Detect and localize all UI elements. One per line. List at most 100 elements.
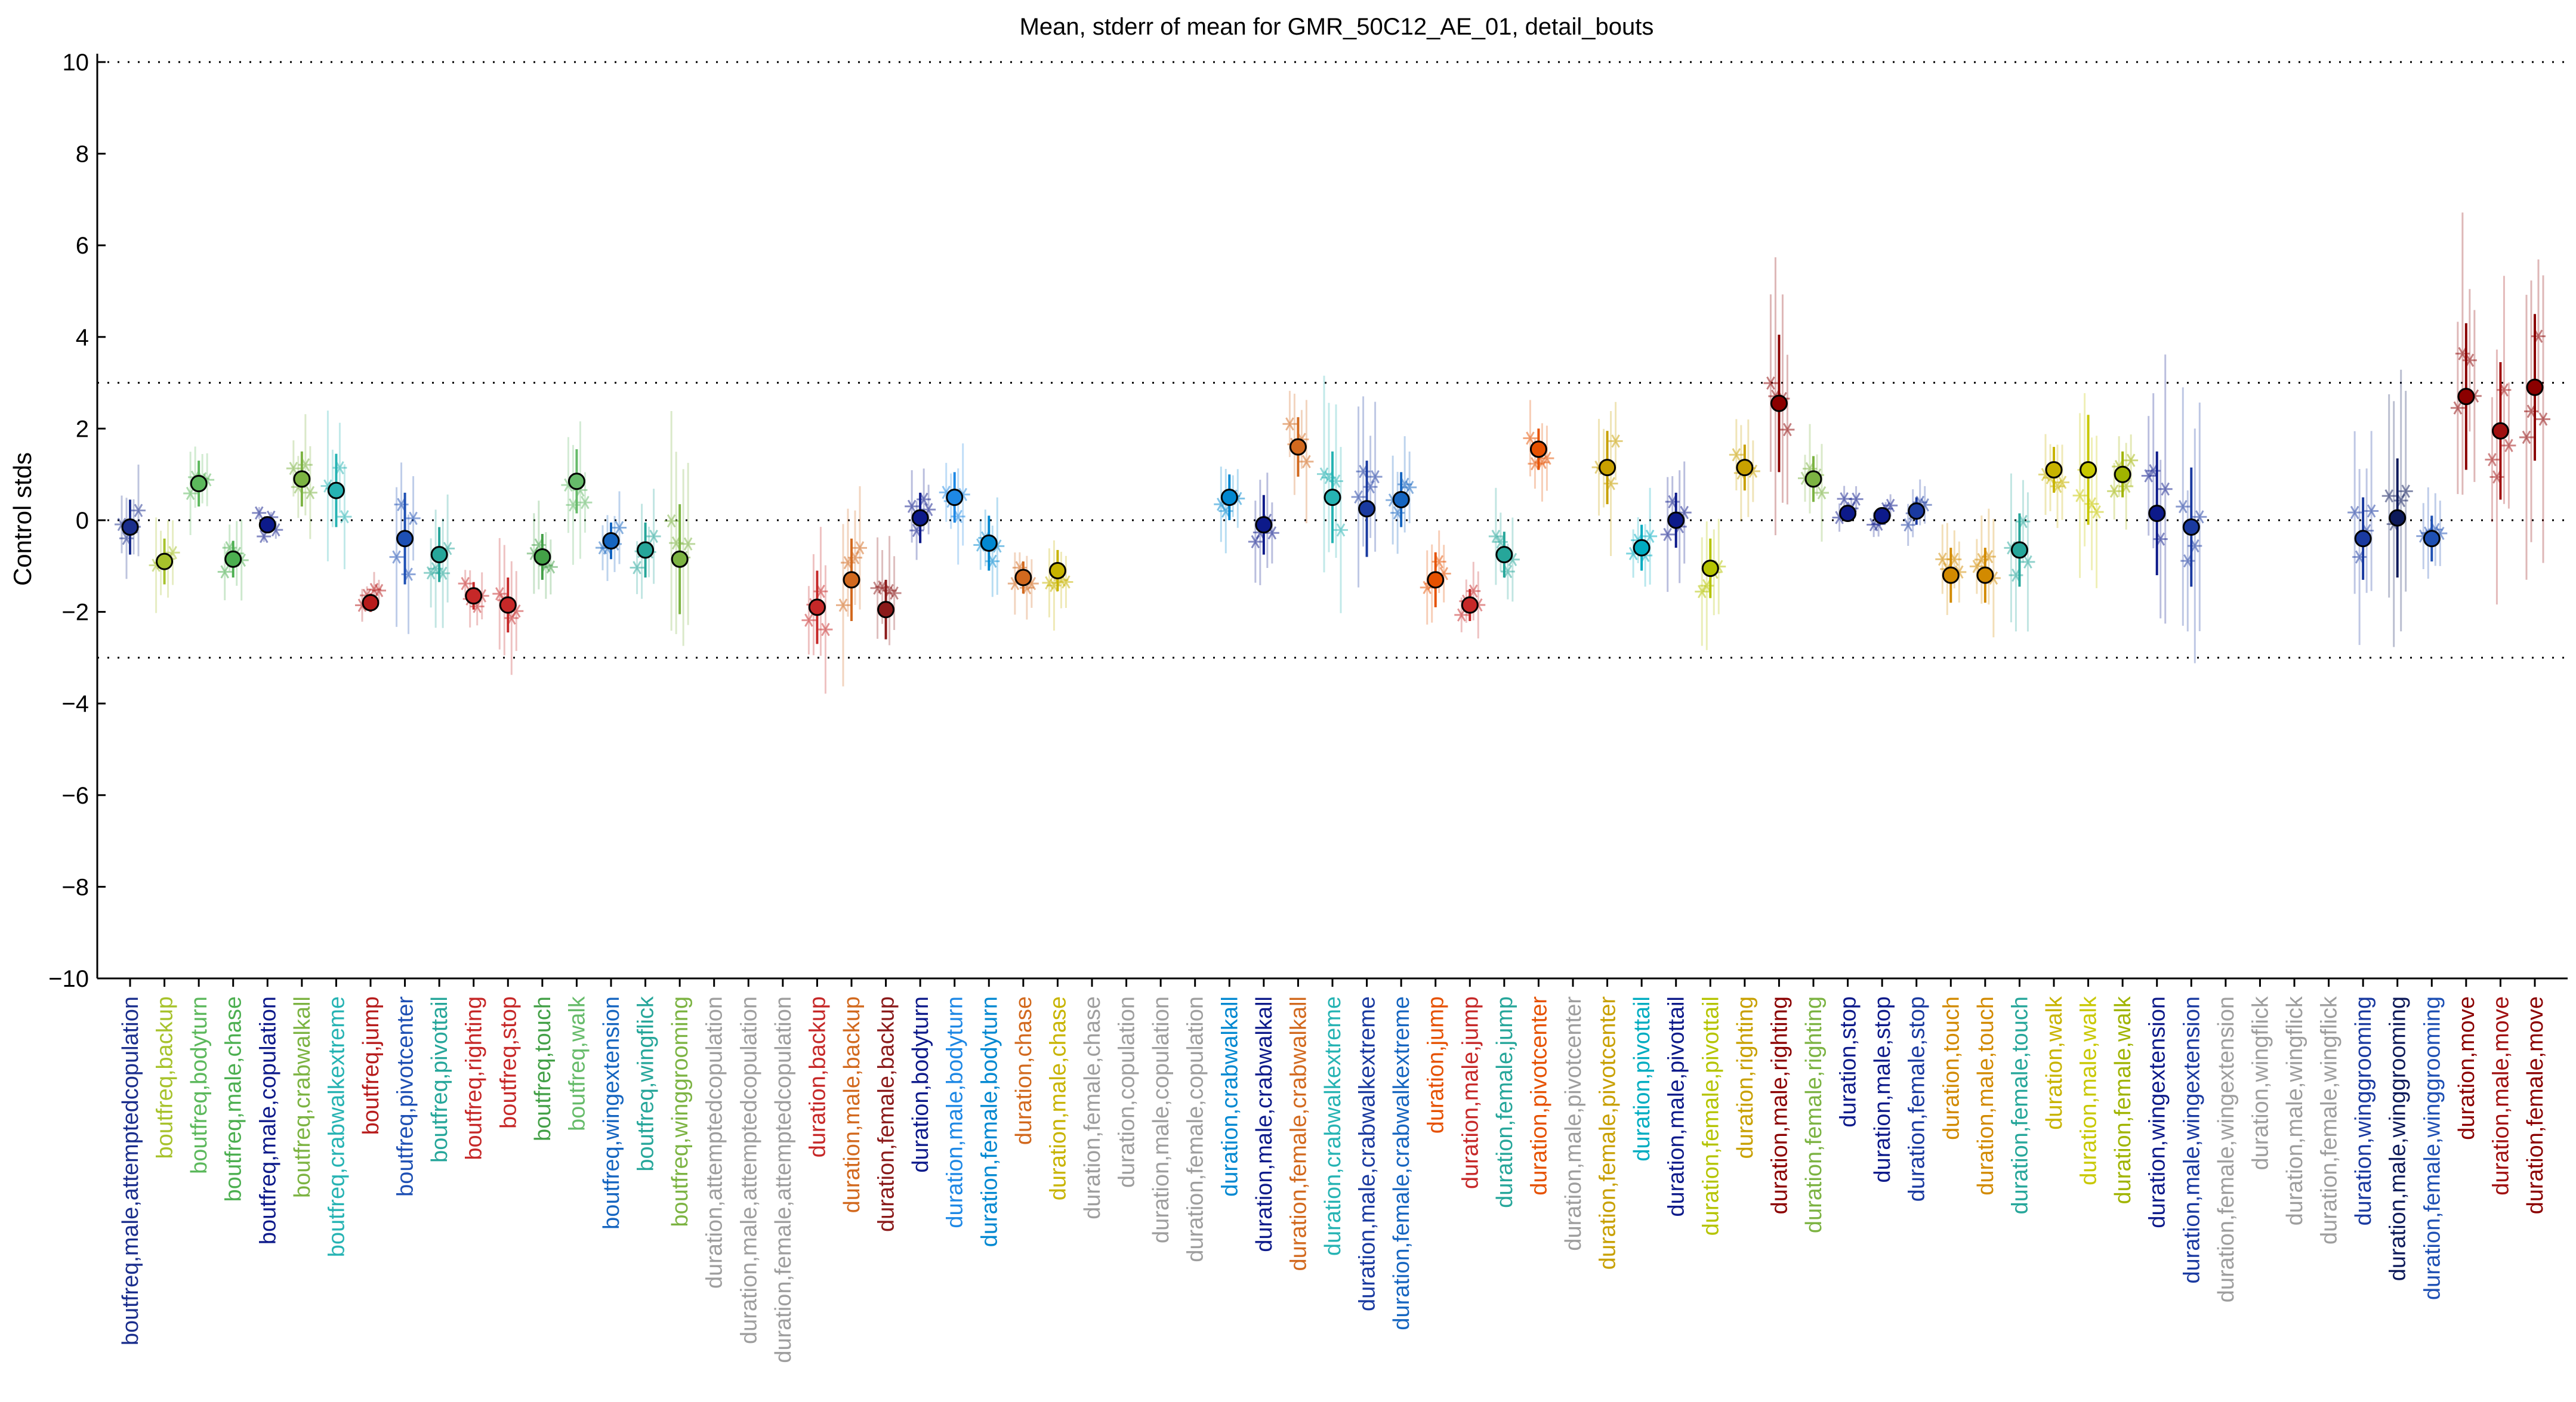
- mean-point-57: [2080, 461, 2097, 479]
- x-tick-label-16: boutfreq,winggrooming: [668, 996, 693, 1227]
- y-tick-label-6: 2: [76, 416, 89, 442]
- point-group-2: [183, 446, 215, 535]
- mean-point-46: [1701, 560, 1719, 578]
- line-mean-10-0: [458, 576, 473, 591]
- mean-point-35: [1324, 489, 1341, 507]
- line-mean-16-3: [681, 537, 696, 551]
- x-tick-label-49: duration,female,righting: [1801, 996, 1827, 1233]
- y-tick-label-5: 0: [76, 508, 89, 534]
- mean-point-2: [190, 475, 208, 493]
- y-tick-label-1: −8: [61, 874, 89, 900]
- mean-point-9: [430, 546, 448, 564]
- point-group-38: [1420, 530, 1451, 625]
- point-group-55: [2004, 473, 2035, 632]
- mean-point-26: [1014, 569, 1032, 586]
- x-tick-label-18: duration,male,attemptedcopulation: [736, 996, 761, 1344]
- line-mean-27-0: [1042, 576, 1057, 590]
- point-group-54: [1969, 508, 2001, 638]
- point-group-53: [1935, 523, 1967, 615]
- x-tick-label-19: duration,female,attemptedcopulation: [771, 996, 796, 1363]
- mean-point-0: [121, 518, 139, 536]
- line-mean-7-3: [372, 583, 386, 598]
- x-tick-label-66: duration,male,winggrooming: [2386, 996, 2411, 1281]
- x-tick-label-29: duration,copulation: [1115, 996, 1140, 1188]
- line-mean-58-3: [2124, 453, 2139, 467]
- x-tick-labels: boutfreq,male,attemptedcopulation boutfre…: [118, 978, 2548, 1363]
- x-tick-label-32: duration,crabwalkall: [1217, 996, 1242, 1197]
- mean-point-20: [808, 598, 826, 616]
- point-group-11: [492, 538, 524, 675]
- x-tick-label-13: boutfreq,walk: [564, 996, 590, 1131]
- y-tick-label-0: −10: [48, 966, 89, 992]
- line-mean-40-0: [1488, 529, 1503, 543]
- mean-point-66: [2389, 509, 2407, 527]
- line-mean-48-0: [1763, 376, 1778, 390]
- x-tick-label-69: duration,male,move: [2488, 996, 2513, 1196]
- point-group-66: [2381, 369, 2413, 647]
- mean-point-38: [1427, 571, 1445, 589]
- line-mean-41-0: [1523, 431, 1538, 445]
- line-mean-44-3: [1643, 529, 1658, 543]
- mean-point-55: [2010, 541, 2028, 559]
- line-mean-49-3: [1815, 486, 1829, 500]
- x-tick-label-14: boutfreq,wingextension: [599, 996, 624, 1230]
- point-group-57: [2072, 393, 2104, 588]
- mean-point-50: [1839, 504, 1857, 522]
- x-tick-label-2: boutfreq,bodyturn: [187, 996, 212, 1174]
- x-tick-label-35: duration,crabwalkextreme: [1321, 996, 1346, 1256]
- mean-point-39: [1461, 596, 1479, 614]
- y-tick-label-7: 4: [76, 325, 89, 351]
- point-group-25: [973, 497, 1005, 597]
- x-tick-label-36: duration,male,crabwalkextreme: [1355, 996, 1380, 1311]
- line-mean-50-3: [1849, 492, 1864, 506]
- mean-point-27: [1048, 561, 1066, 579]
- x-tick-label-68: duration,move: [2454, 996, 2479, 1140]
- y-tick-label-9: 8: [76, 141, 89, 168]
- x-tick-label-22: duration,female,backup: [874, 996, 899, 1232]
- line-mean-43-3: [1608, 434, 1623, 448]
- mean-point-12: [533, 548, 551, 566]
- point-group-39: [1454, 561, 1486, 639]
- line-mean-20-3: [818, 622, 833, 637]
- x-tick-label-5: boutfreq,crabwalkall: [290, 996, 315, 1198]
- point-group-47: [1729, 419, 1760, 521]
- point-group-69: [2485, 276, 2516, 605]
- point-group-7: [355, 572, 386, 622]
- line-mean-27-3: [1059, 575, 1073, 589]
- line-mean-36-0: [1351, 490, 1366, 504]
- x-tick-label-15: boutfreq,wingflick: [634, 996, 659, 1172]
- x-tick-label-27: duration,male,chase: [1045, 996, 1070, 1200]
- x-tick-label-10: boutfreq,righting: [462, 996, 487, 1160]
- mean-point-45: [1667, 511, 1685, 529]
- x-tick-label-70: duration,female,move: [2523, 996, 2548, 1214]
- line-mean-45-0: [1660, 527, 1675, 541]
- mean-point-65: [2354, 530, 2372, 548]
- x-tick-label-61: duration,female,wingextension: [2214, 996, 2239, 1302]
- line-mean-5-3: [303, 486, 317, 499]
- point-group-70: [2519, 259, 2550, 580]
- mean-point-14: [602, 532, 620, 550]
- line-mean-8-0: [389, 550, 404, 564]
- line-mean-5-0: [286, 462, 301, 475]
- x-tick-label-21: duration,male,backup: [840, 996, 865, 1213]
- mean-point-32: [1220, 489, 1238, 507]
- y-tick-label-2: −6: [61, 783, 89, 809]
- mean-point-25: [980, 534, 998, 552]
- point-group-35: [1317, 375, 1348, 613]
- x-tick-label-38: duration,jump: [1424, 996, 1449, 1134]
- mean-point-22: [877, 601, 895, 619]
- y-axis-label: Control stds: [8, 452, 36, 586]
- x-tick-label-54: duration,male,touch: [1973, 996, 1998, 1196]
- x-tick-label-45: duration,male,pivottail: [1664, 996, 1689, 1217]
- data-marks: [115, 212, 2550, 694]
- line-mean-8-3: [406, 511, 421, 525]
- x-tick-label-17: duration,attemptedcopulation: [702, 996, 727, 1289]
- point-group-0: [115, 464, 146, 579]
- line-mean-66-3: [2398, 484, 2413, 498]
- x-tick-label-55: duration,female,touch: [2007, 996, 2032, 1214]
- x-tick-label-40: duration,female,jump: [1492, 996, 1517, 1208]
- line-mean-23-0: [905, 499, 920, 513]
- x-tick-label-51: duration,male,stop: [1870, 996, 1895, 1183]
- point-group-12: [526, 501, 558, 599]
- point-group-16: [664, 411, 696, 646]
